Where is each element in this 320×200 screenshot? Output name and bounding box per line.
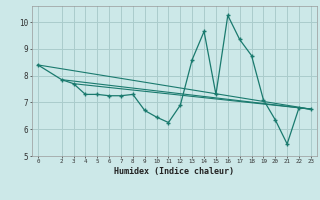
X-axis label: Humidex (Indice chaleur): Humidex (Indice chaleur) — [115, 167, 234, 176]
